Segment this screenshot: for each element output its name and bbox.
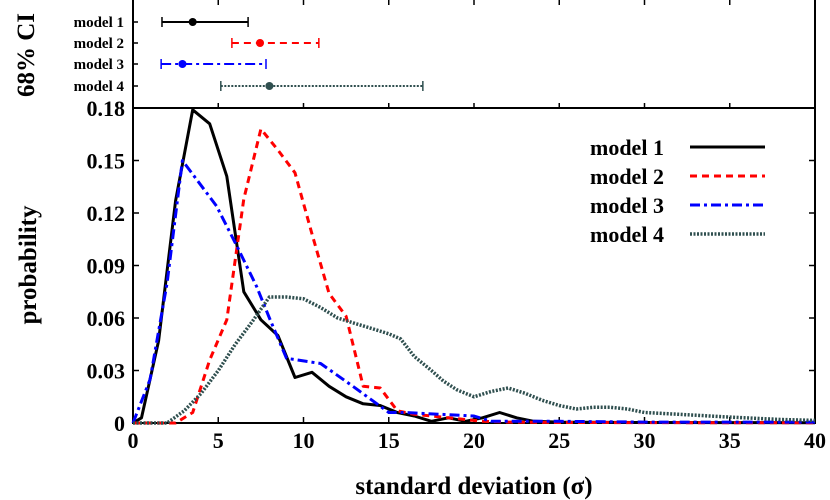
y-axis-label: probability (15, 205, 42, 325)
ci-axis-label: 68% CI (13, 13, 40, 97)
series-line-4 (133, 295, 816, 425)
y-tick-label: 0.03 (87, 359, 126, 384)
series-line-1 (132, 108, 816, 425)
ci-panel: model 1 model 2 model 3 model 4 (74, 0, 816, 109)
x-tick-label: 10 (293, 428, 315, 453)
series-line-2 (133, 127, 815, 425)
legend-label: model 1 (590, 135, 664, 160)
ci-frame (132, 0, 816, 109)
y-tick-label: 0.06 (87, 306, 126, 331)
ci-center-point (178, 60, 187, 68)
x-tick-label: 25 (548, 428, 570, 453)
legend-label: model 3 (590, 193, 664, 218)
y-tick-label: 0.15 (87, 149, 126, 174)
x-tick-label: 40 (804, 428, 826, 453)
ci-row-label: model 2 (74, 36, 124, 52)
x-tick-label: 5 (213, 428, 224, 453)
x-tick-label: 15 (378, 428, 400, 453)
y-tick-label: 0 (114, 411, 125, 436)
ci-center-point (265, 82, 274, 90)
x-axis-label: standard deviation (σ) (355, 473, 592, 500)
x-tick-label: 0 (128, 428, 139, 453)
y-tick-label: 0.09 (87, 254, 126, 279)
x-tick-label: 20 (463, 428, 485, 453)
y-tick-label: 0.18 (87, 96, 126, 121)
series-line-3 (131, 159, 815, 424)
ci-center-point (188, 18, 197, 26)
ci-row-label: model 3 (74, 57, 124, 73)
ci-center-point (256, 39, 265, 47)
legend-label: model 2 (590, 164, 664, 189)
x-tick-label: 30 (634, 428, 656, 453)
y-tick-label: 0.12 (87, 201, 126, 226)
probability-panel: 0 5 10 15 20 25 30 35 40 0 0.03 0.06 0.09 0.12 0.15 0.1… (87, 96, 827, 453)
legend-label: model 4 (590, 222, 664, 247)
ci-row-label: model 4 (74, 79, 125, 95)
x-tick-label: 35 (719, 428, 741, 453)
ci-row-label: model 1 (74, 15, 124, 31)
